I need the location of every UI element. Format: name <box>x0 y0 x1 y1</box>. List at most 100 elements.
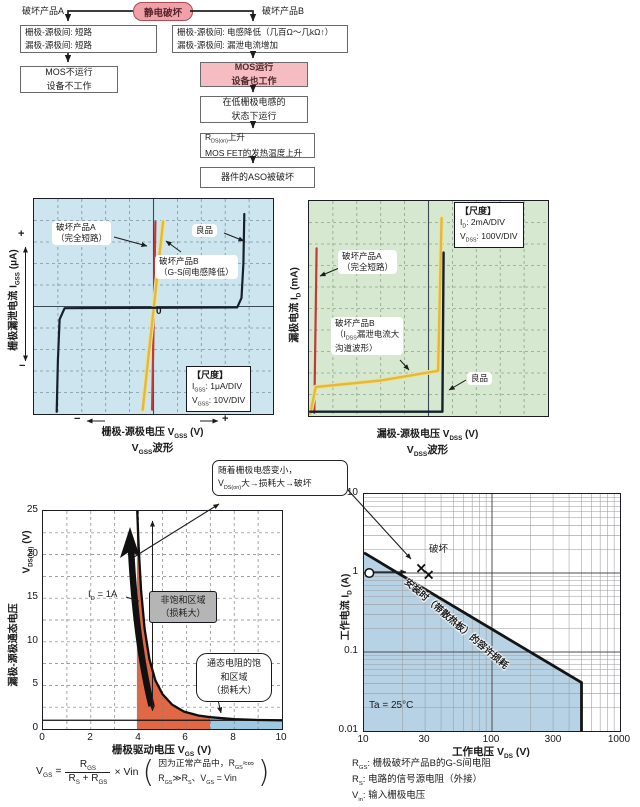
c3-ytick-10: 10 <box>26 635 38 646</box>
gss-x-minus: − <box>74 413 81 425</box>
scale-legend-right-title: 【尺度】 <box>460 206 497 216</box>
callout-b2-line2: （IDSS漏泄电流大 <box>335 329 400 342</box>
product-b-label: 破坏产品B <box>262 6 305 16</box>
vgs-formula: VGS = RGS RS + RGS × Vin ( 因为正常产品中，RGS≈∞… <box>36 757 270 788</box>
c3-xtick-8: 8 <box>230 732 236 743</box>
c3-xtick-4: 4 <box>135 732 141 743</box>
esd-title-box: 静电破坏 <box>133 2 193 21</box>
dss-waveform-label: VDSS波形 <box>406 444 449 459</box>
c3-xtick-0: 0 <box>39 732 45 743</box>
formula-paren-open: ( <box>142 754 155 790</box>
formula-note: 因为正常产品中，RGS≈∞ RGS≫RS、VGS = Vin <box>158 757 254 788</box>
c3-xtick-10: 10 <box>275 732 287 743</box>
flow-box-a-symptoms: 栅极-源极间: 短路 漏极-源极间: 短路 <box>20 25 157 53</box>
aso-chart <box>363 493 621 732</box>
gate-inductance-callout: 随着栅极电感变小， VDS(on)大→损耗大→破坏 <box>212 460 348 497</box>
flow-box-mos-off: MOS不运行 设备不工作 <box>20 66 118 93</box>
low-inductance-line2: 状态下运行 <box>231 110 277 121</box>
gate-inductance-callout-line1: 随着栅极电感变小， <box>218 465 298 475</box>
gss-origin-label: 0 <box>156 306 162 317</box>
gss-x-plus: + <box>222 413 229 425</box>
callout-product-b-right: 破坏产品B （IDSS漏泄电流大 沟道波形） <box>331 317 404 355</box>
aso-x-axis-label: 工作电压 VDS (V) <box>452 746 530 761</box>
scale-legend-right-id: ID: 2mA/DIV <box>460 217 505 230</box>
rdson-rise-line1: RDS(on)上升 <box>205 132 245 146</box>
c4-ytick-01: 0.1 <box>344 645 358 656</box>
gss-waveform-label: VGSS波形 <box>131 442 174 457</box>
c4-ytick-001: 0.01 <box>338 724 358 735</box>
flow-box-rdson-rise: RDS(on)上升 MOS FET的发热温度上升 <box>200 132 315 158</box>
aso-y-axis-label: 工作电流 ID (A) <box>340 573 354 641</box>
c3-ytick-0: 0 <box>32 722 38 733</box>
aso-destroyed-text: 器件的ASO被破坏 <box>220 171 294 182</box>
callout-b-line2: （G-S间电感降低） <box>159 267 234 278</box>
gss-y-axis-label: 栅极漏泄电流 IGSS (μA) <box>8 249 22 351</box>
esd-title: 静电破坏 <box>143 7 182 19</box>
dss-y-axis-label: 漏极电流 ID (mA) <box>289 267 303 343</box>
vdson-x-axis-label: 栅极驱动电压 VGS (V) <box>111 744 212 759</box>
mos-off-line2: 设备不工作 <box>46 80 92 91</box>
callout-good-left: 良品 <box>192 224 218 238</box>
saturated-line2: 和区域 <box>220 671 248 682</box>
mos-on-line1: MOS运行 <box>234 62 274 72</box>
callout-b2-line3: 沟道波形） <box>335 342 378 353</box>
low-inductance-line1: 在低栅极电感的 <box>222 97 286 107</box>
mos-on-line2: 设备也工作 <box>231 75 277 86</box>
c3-ytick-15: 15 <box>26 591 38 602</box>
callout-b-line1: 破坏产品B <box>159 256 199 266</box>
callout-a-line2: （完全短路） <box>56 233 108 244</box>
flow-box-b-symptoms: 栅极-源极间: 电感降低（几百Ω～几kΩ↑） 漏极-源极间: 漏泄电流增加 <box>172 25 348 53</box>
id-condition-label: ID = 1A <box>88 589 118 602</box>
formula-lhs: VGS = <box>36 765 62 780</box>
scale-legend-right: 【尺度】 ID: 2mA/DIV VDSS: 100V/DIV <box>454 202 524 248</box>
scale-legend-right-vdss: VDSS: 100V/DIV <box>460 230 518 244</box>
gss-y-plus: + <box>18 228 25 240</box>
saturated-region-box: 通态电阻的饱 和区域 （损耗大） <box>196 653 272 702</box>
c4-ytick-10: 10 <box>346 487 358 498</box>
formula-note-line2: RGS≫RS、VGS = Vin <box>158 773 237 787</box>
unsaturated-line1: 非饱和区域 <box>160 595 206 605</box>
formula-note-line1: 因为正常产品中，RGS≈∞ <box>158 758 254 771</box>
flow-box-mos-on: MOS运行 设备也工作 <box>200 62 308 87</box>
gate-inductance-callout-line2: VDS(on)大→损耗大→破坏 <box>218 478 312 491</box>
gss-x-axis-label: 栅极-源极电压 VGSS (V) <box>101 427 204 440</box>
failure-label: 破坏 <box>429 544 449 555</box>
c3-ytick-25: 25 <box>26 504 38 515</box>
formula-times-vin: × Vin <box>114 766 139 779</box>
product-a-label: 破坏产品A <box>22 6 65 16</box>
flow-box-low-inductance: 在低栅极电感的 状态下运行 <box>200 96 308 123</box>
scale-legend-left-title: 【尺度】 <box>192 370 229 380</box>
c4-xtick-30: 30 <box>418 734 430 745</box>
flow-box-a-symptom-1: 栅极-源极间: 短路 <box>25 27 93 38</box>
definition-rs: RS: 电路的信号源电阻（外接） <box>352 774 483 787</box>
callout-good-right: 良品 <box>467 372 493 386</box>
c3-xtick-6: 6 <box>182 732 188 743</box>
c3-ytick-5: 5 <box>32 678 38 689</box>
callout-a-line1: 破坏产品A <box>56 222 96 232</box>
c4-xtick-100: 100 <box>482 734 500 745</box>
unsaturated-region-box: 非饱和区域 （损耗大） <box>149 591 217 624</box>
definition-vin: Vin: 输入栅极电压 <box>352 790 426 803</box>
saturated-line1: 通态电阻的饱 <box>206 658 261 668</box>
rdson-rise-line2: MOS FET的发热温度上升 <box>205 147 303 158</box>
definition-rgs: RGS: 栅极破坏产品B的G-S间电阻 <box>352 758 491 771</box>
flow-box-b-symptom-1: 栅极-源极间: 电感降低（几百Ω～几kΩ↑） <box>177 27 334 38</box>
scale-legend-left: 【尺度】 IGSS: 1μA/DIV VGSS: 10V/DIV <box>186 366 252 412</box>
unsaturated-line2: （损耗大） <box>160 608 206 619</box>
callout-a2-line2: （完全短路） <box>342 262 394 273</box>
saturated-line3: （损耗大） <box>211 685 257 695</box>
ta-label: Ta = 25°C <box>369 700 414 711</box>
dss-x-axis-label: 漏极-源极电压 VDSS (V) <box>376 429 479 442</box>
flow-box-b-symptom-2: 漏极-源极间: 漏泄电流增加 <box>177 40 279 50</box>
formula-denominator: RS + RGS <box>65 771 111 786</box>
callout-product-a-right: 破坏产品A （完全短路） <box>338 250 398 275</box>
c4-ytick-1: 1 <box>352 566 358 577</box>
flow-box-a-symptom-2: 漏极-源极间: 短路 <box>25 40 93 50</box>
scale-legend-left-igss: IGSS: 1μA/DIV <box>192 381 243 394</box>
callout-product-a-left: 破坏产品A （完全短路） <box>52 221 112 246</box>
c3-xtick-2: 2 <box>87 732 93 743</box>
mos-off-line1: MOS不运行 <box>45 67 93 77</box>
callout-a2-line1: 破坏产品A <box>342 251 382 261</box>
flow-box-aso-destroyed: 器件的ASO被破坏 <box>200 167 315 188</box>
